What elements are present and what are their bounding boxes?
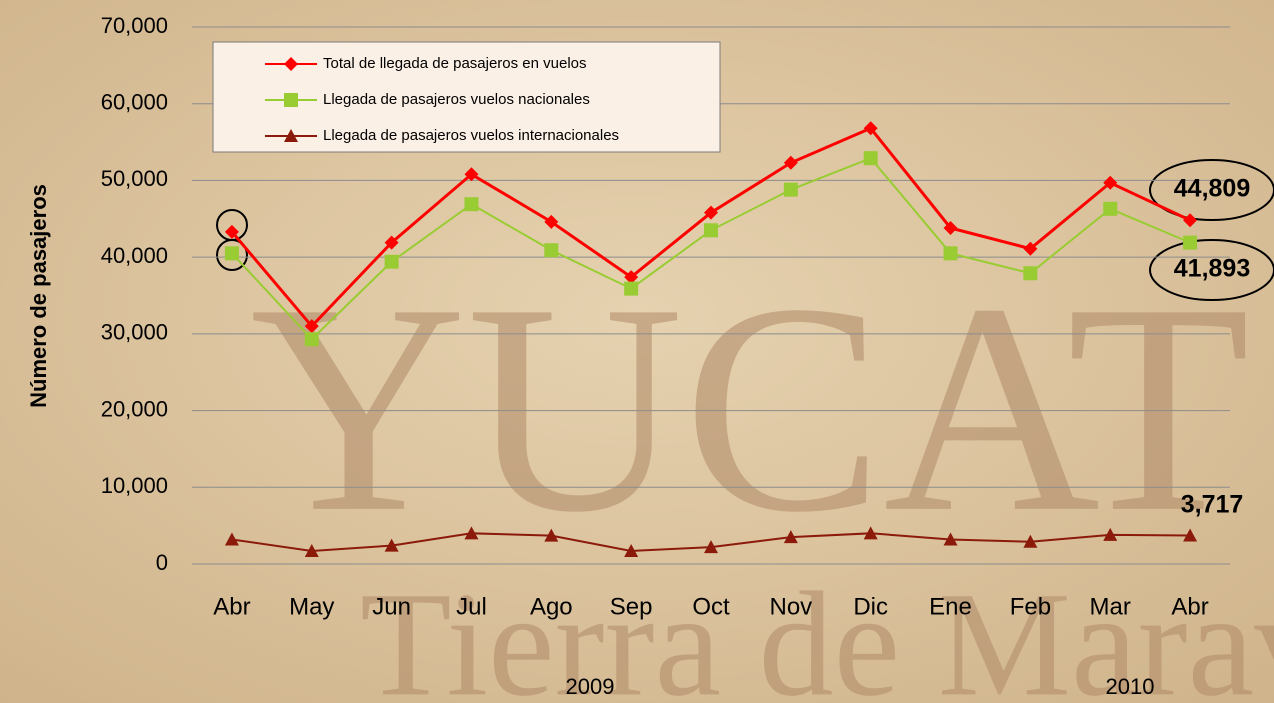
triangle-marker bbox=[544, 528, 559, 542]
square-marker bbox=[304, 332, 319, 347]
triangle-marker bbox=[624, 543, 639, 557]
triangle-marker bbox=[304, 543, 319, 557]
diamond-marker bbox=[704, 205, 718, 220]
y-tick-label: 50,000 bbox=[101, 166, 168, 191]
triangle-marker bbox=[1103, 527, 1118, 541]
y-axis-label: Número de pasajeros bbox=[26, 184, 51, 408]
x-tick-label: May bbox=[289, 593, 334, 620]
triangle-marker bbox=[1183, 528, 1198, 542]
y-tick-label: 20,000 bbox=[101, 396, 168, 421]
x-tick-label: Ene bbox=[929, 593, 972, 620]
watermark: Tierra de Marav bbox=[360, 561, 1274, 703]
y-tick-label: 40,000 bbox=[101, 243, 168, 268]
x-tick-label: Jun bbox=[372, 593, 411, 620]
square-marker bbox=[943, 246, 958, 261]
x-tick-label: Oct bbox=[692, 593, 730, 620]
square-marker bbox=[624, 281, 639, 296]
year-label: 2009 bbox=[566, 674, 615, 699]
year-label: 2010 bbox=[1106, 674, 1155, 699]
triangle-marker bbox=[943, 532, 958, 546]
triangle-marker bbox=[224, 532, 239, 546]
x-tick-label: Mar bbox=[1090, 593, 1131, 620]
diamond-marker bbox=[464, 167, 479, 182]
triangle-marker bbox=[384, 538, 399, 552]
square-marker bbox=[384, 254, 399, 269]
square-marker bbox=[1103, 201, 1118, 216]
diamond-marker bbox=[783, 155, 798, 170]
y-tick-label: 70,000 bbox=[101, 13, 168, 38]
square-marker bbox=[464, 197, 479, 212]
square-marker bbox=[704, 223, 718, 238]
diamond-marker bbox=[1023, 241, 1038, 256]
diamond-marker bbox=[1103, 175, 1118, 190]
triangle-marker bbox=[464, 526, 479, 540]
x-tick-label: Ago bbox=[530, 593, 573, 620]
diamond-marker bbox=[943, 220, 958, 235]
triangle-marker bbox=[704, 540, 718, 554]
square-marker bbox=[1183, 235, 1198, 250]
square-marker bbox=[863, 151, 878, 166]
legend-label: Llegada de pasajeros vuelos internaciona… bbox=[323, 127, 619, 144]
data-label: 44,809 bbox=[1174, 175, 1250, 203]
diamond-marker bbox=[544, 214, 559, 229]
diamond-marker bbox=[863, 121, 878, 136]
highlight-ellipse bbox=[1149, 239, 1274, 301]
diamond-marker bbox=[384, 235, 399, 250]
watermark: YUCAT bbox=[250, 242, 1250, 574]
triangle-marker bbox=[783, 530, 798, 544]
diamond-marker bbox=[284, 57, 298, 71]
square-marker bbox=[544, 243, 559, 258]
y-tick-label: 30,000 bbox=[101, 320, 168, 345]
x-tick-label: Feb bbox=[1010, 593, 1051, 620]
triangle-marker bbox=[1023, 534, 1038, 548]
x-tick-label: Nov bbox=[770, 593, 813, 620]
legend-label: Total de llegada de pasajeros en vuelos bbox=[323, 55, 587, 72]
highlight-ellipse bbox=[1149, 159, 1274, 221]
diamond-marker bbox=[624, 270, 639, 285]
x-tick-label: Sep bbox=[610, 593, 653, 620]
x-tick-label: Dic bbox=[853, 593, 888, 620]
x-tick-label: Jul bbox=[456, 593, 487, 620]
square-marker bbox=[783, 182, 798, 197]
highlight-circle bbox=[216, 239, 248, 271]
diamond-marker bbox=[1183, 213, 1198, 228]
data-label: 3,717 bbox=[1181, 491, 1244, 519]
data-label: 41,893 bbox=[1174, 255, 1250, 283]
triangle-marker bbox=[284, 129, 298, 142]
y-tick-label: 0 bbox=[156, 550, 168, 575]
triangle-marker bbox=[863, 526, 878, 540]
diamond-marker bbox=[304, 319, 319, 334]
legend-label: Llegada de pasajeros vuelos nacionales bbox=[323, 91, 590, 108]
square-marker bbox=[1023, 266, 1038, 281]
y-tick-label: 10,000 bbox=[101, 473, 168, 498]
y-tick-label: 60,000 bbox=[101, 90, 168, 115]
diamond-marker bbox=[224, 224, 239, 239]
square-marker bbox=[284, 93, 298, 107]
x-tick-label: Abr bbox=[213, 593, 250, 620]
x-tick-label: Abr bbox=[1171, 593, 1208, 620]
square-marker bbox=[224, 246, 239, 261]
